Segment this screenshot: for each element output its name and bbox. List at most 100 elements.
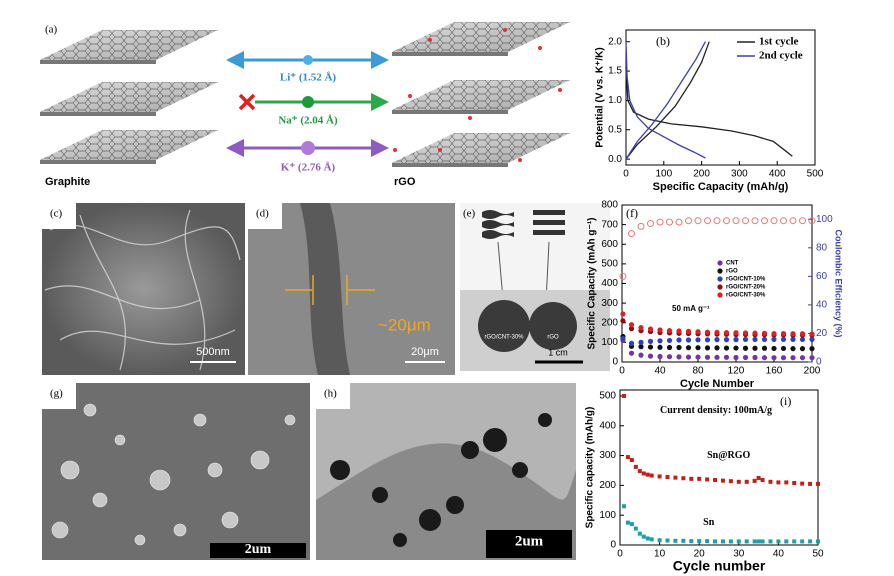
point	[776, 480, 781, 485]
ion-label: Li⁺ (1.52 Å)	[280, 72, 337, 84]
panel-label: (c)	[50, 208, 63, 220]
efficiency-point	[694, 217, 702, 225]
annotation: Sn	[703, 517, 715, 528]
point	[752, 330, 758, 336]
efficiency-point	[628, 230, 635, 238]
x-tick-label: 400	[769, 169, 786, 180]
point	[666, 328, 673, 334]
point	[752, 354, 758, 361]
panel-label: (e)	[463, 208, 476, 220]
point	[665, 475, 670, 480]
point	[704, 329, 711, 335]
point	[733, 337, 739, 343]
scale-label: 20μm	[411, 346, 439, 358]
defects	[393, 28, 562, 162]
x-tick-label: 20	[694, 549, 706, 560]
x-tick-label: 0	[623, 169, 629, 180]
sem-image: (c) 500nm	[42, 203, 245, 375]
point	[638, 325, 644, 331]
point	[752, 336, 758, 343]
legend-swatch	[717, 284, 723, 290]
point	[752, 539, 757, 544]
point	[685, 337, 692, 343]
thickness: ~20μm	[378, 315, 431, 334]
cross	[238, 93, 256, 111]
point	[756, 539, 761, 544]
plot-frame	[625, 29, 816, 166]
efficiency-point	[713, 217, 721, 225]
y-tick-label: 500	[601, 259, 618, 270]
graphene-sheet	[40, 30, 218, 64]
y2-tick-label: 100	[816, 214, 833, 225]
annotation: 50 mA g⁻¹	[672, 304, 710, 313]
legend-swatch	[717, 292, 723, 298]
legend-swatch	[717, 260, 723, 266]
efficiency-point	[751, 217, 759, 225]
point	[685, 354, 692, 360]
panel-label: (g)	[50, 388, 63, 400]
sem-image: (d) ~20μm 20μm	[248, 203, 455, 375]
point	[816, 539, 820, 544]
legend-label: CNT	[726, 261, 739, 267]
point	[790, 355, 796, 361]
x-tick-label: 40	[654, 366, 666, 377]
point	[733, 345, 739, 351]
x-tick-label: 120	[728, 366, 745, 377]
point	[761, 330, 768, 336]
efficiency-point	[637, 222, 645, 230]
graphene-sheet	[40, 130, 218, 164]
point	[752, 478, 757, 483]
point	[733, 330, 739, 336]
y-tick-label: 2.0	[608, 36, 622, 47]
x-tick-label: 500	[807, 169, 824, 180]
legend-label: 2nd cycle	[759, 50, 803, 62]
point	[657, 327, 663, 333]
efficiency-point	[656, 218, 664, 226]
x-axis-label: Specific Capacity (mAh/g)	[653, 181, 789, 193]
point	[799, 336, 806, 343]
point	[744, 479, 749, 484]
sem-image: (g) 2um	[42, 383, 310, 560]
x-tick-label: 200	[804, 366, 821, 377]
x-tick-label: 40	[773, 549, 785, 560]
x-axis-label: Cycle Number	[680, 378, 755, 390]
y-tick-label: 400	[601, 278, 618, 289]
point	[649, 537, 654, 542]
point	[637, 469, 642, 474]
legend-swatch	[717, 276, 723, 282]
legend-label: 1st cycle	[759, 36, 799, 48]
point	[799, 331, 806, 337]
point	[695, 354, 701, 360]
point	[809, 355, 815, 361]
ion	[303, 55, 313, 65]
point	[713, 539, 718, 544]
point	[647, 353, 654, 359]
y-axis-label: Specific Capacity (mAh g⁻¹)	[587, 218, 598, 350]
point	[760, 539, 765, 544]
efficiency-point	[675, 218, 683, 226]
x-tick-label: 50	[812, 549, 824, 560]
point	[816, 481, 820, 486]
x-tick-label: 100	[655, 169, 672, 180]
tem-image: (h) 2um	[316, 383, 576, 560]
point	[742, 345, 749, 351]
point	[784, 539, 789, 544]
point	[742, 336, 749, 343]
point	[756, 475, 761, 480]
ion-label: Na⁺ (2.04 Å)	[278, 115, 338, 127]
point	[681, 538, 686, 543]
point	[689, 476, 694, 481]
y-tick-label: 0.0	[608, 154, 622, 165]
point	[808, 539, 813, 544]
point	[771, 355, 777, 361]
point	[714, 354, 720, 360]
efficiency-point	[770, 217, 778, 225]
line	[625, 41, 793, 160]
point	[657, 538, 662, 543]
y2-tick-label: 60	[816, 271, 828, 282]
panel-label: (f)	[626, 206, 638, 220]
annotation: Current density: 100mA/g	[660, 405, 772, 416]
point	[705, 477, 710, 482]
point	[647, 338, 654, 344]
point	[681, 476, 686, 481]
